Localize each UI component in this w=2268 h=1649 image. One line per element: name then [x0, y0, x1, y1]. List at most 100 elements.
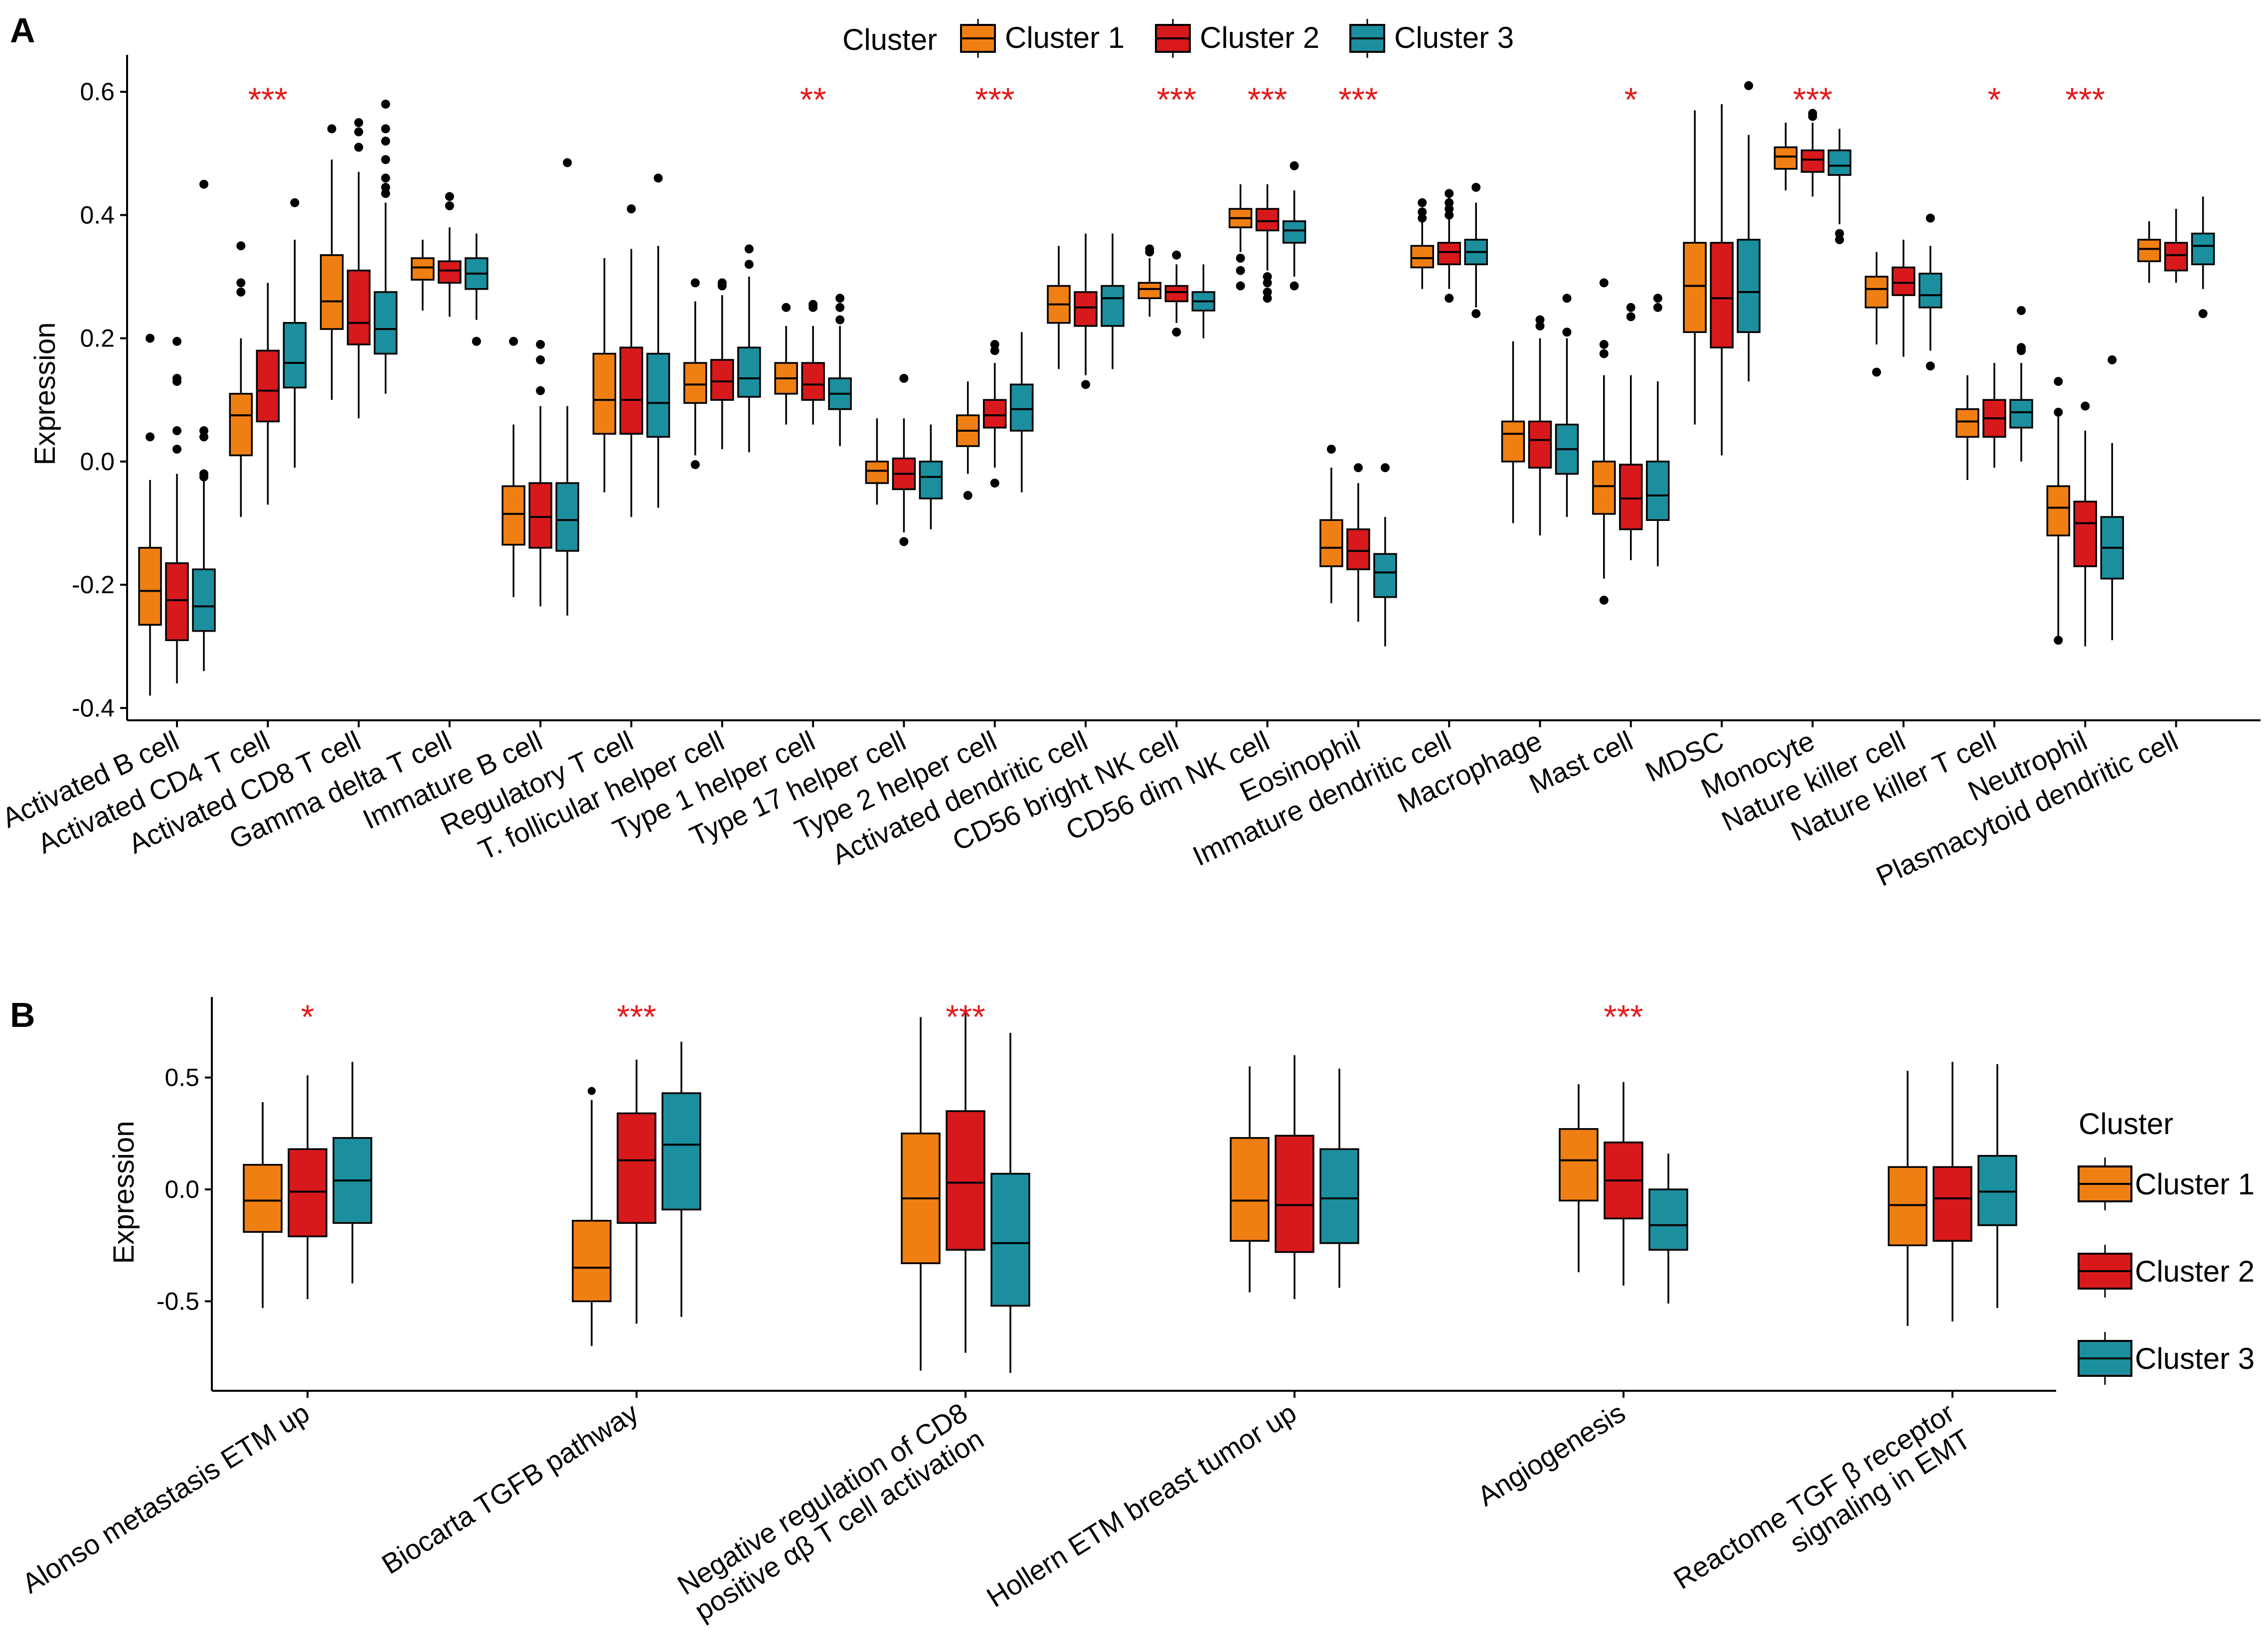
panel-b-y-axis-title: Expression [108, 1121, 140, 1264]
panel-a-y-axis-title: Expression [29, 323, 61, 466]
y-tick-label: -0.4 [72, 694, 115, 722]
box-cluster-2 [1275, 1055, 1314, 1299]
box-cluster-1 [1501, 341, 1525, 523]
significance-label: * [301, 998, 314, 1036]
legend-b-title: Cluster [2079, 1107, 2173, 1141]
box-cluster-3 [1464, 182, 1488, 319]
significance-label: *** [975, 81, 1014, 119]
legend-b-item-1: Cluster 1 [2078, 1157, 2255, 1210]
box-cluster-2 [1800, 109, 1825, 197]
outlier-point [690, 278, 700, 288]
outlier-point [472, 336, 481, 346]
box-cluster-1 [1592, 278, 1616, 605]
box-cluster-3 [1646, 294, 1670, 566]
box-iqr [555, 482, 579, 552]
box-iqr [411, 257, 435, 281]
box-iqr [1230, 1137, 1270, 1242]
legend-a-label-3: Cluster 3 [1394, 21, 1514, 54]
outlier-point [381, 182, 390, 192]
box-cluster-1 [1319, 445, 1343, 604]
outlier-point [1445, 294, 1454, 303]
box-iqr [1683, 242, 1707, 333]
box-cluster-1 [1888, 1071, 1928, 1326]
legend-a: Cluster Cluster 1 Cluster 2 Cluster 3 [842, 19, 1514, 58]
outlier-point [1599, 339, 1609, 349]
y-tick-label: 0.2 [80, 325, 115, 352]
outlier-point [1562, 294, 1572, 303]
significance-label: *** [1604, 998, 1643, 1036]
box-iqr [865, 461, 889, 484]
box-iqr [2164, 242, 2188, 272]
outlier-point [653, 173, 663, 183]
box-cluster-2 [619, 204, 644, 517]
outlier-point [445, 192, 454, 201]
box-iqr [1373, 553, 1397, 598]
box-iqr [1977, 1154, 2017, 1226]
outlier-point [146, 333, 155, 343]
outlier-point [1872, 367, 1881, 377]
significance-label: * [1988, 81, 2001, 119]
outlier-point [963, 491, 972, 500]
box-cluster-3 [1977, 1064, 2017, 1308]
box-iqr [2046, 485, 2071, 536]
box-iqr [192, 568, 216, 632]
panel-label-b: B [10, 995, 35, 1034]
box-cluster-2 [801, 300, 825, 425]
box-cluster-3 [1737, 81, 1761, 382]
legend-b-label-3: Cluster 3 [2135, 1342, 2255, 1375]
outlier-point [899, 373, 909, 383]
box-cluster-1 [865, 418, 889, 505]
box-iqr [619, 346, 644, 435]
box-cluster-3 [1827, 129, 1852, 244]
outlier-point [536, 339, 545, 349]
significance-label: *** [946, 998, 985, 1036]
outlier-point [1926, 213, 1935, 223]
box-iqr [737, 346, 761, 398]
y-tick-label: -0.5 [157, 1287, 199, 1315]
box-iqr [1137, 282, 1162, 300]
box-iqr [1410, 245, 1434, 269]
outlier-point [1445, 189, 1454, 198]
outlier-point [1326, 445, 1336, 454]
box-iqr [243, 1163, 283, 1233]
outlier-point [1236, 281, 1245, 291]
box-cluster-1 [956, 381, 980, 500]
box-cluster-1 [683, 278, 707, 470]
legend-a-item-3: Cluster 3 [1349, 19, 1514, 58]
y-tick-label: -0.2 [72, 571, 115, 599]
box-iqr [2009, 399, 2033, 429]
box-cluster-3 [1282, 161, 1306, 291]
outlier-point [990, 339, 999, 349]
box-iqr [1619, 464, 1643, 530]
box-iqr [1074, 291, 1098, 327]
box-iqr [592, 352, 617, 435]
box-cluster-3 [990, 1032, 1030, 1373]
box-iqr [683, 362, 707, 404]
box-cluster-2 [1891, 239, 1916, 357]
outlier-point [1535, 321, 1545, 330]
box-cluster-1 [592, 258, 617, 493]
legend-a-label-2: Cluster 2 [1200, 21, 1319, 54]
legend-b-label-1: Cluster 1 [2135, 1167, 2255, 1201]
box-iqr [1648, 1188, 1688, 1251]
box-iqr [1275, 1135, 1314, 1253]
box-iqr [1101, 285, 1125, 327]
y-tick-label: 0.5 [164, 1064, 199, 1092]
box-iqr [1319, 519, 1343, 567]
box-iqr [1891, 266, 1916, 296]
box-cluster-2 [710, 278, 734, 450]
legend-b: Cluster Cluster 1 Cluster 2 Cluster 3 [2078, 1107, 2255, 1385]
box-cluster-2 [1528, 315, 1552, 536]
box-cluster-3 [1648, 1154, 1688, 1304]
box-cluster-3 [646, 173, 670, 508]
outlier-point [1263, 278, 1272, 288]
legend-a-title: Cluster [842, 23, 937, 56]
box-iqr [1888, 1166, 1928, 1246]
legend-a-item-2: Cluster 2 [1155, 19, 1319, 58]
box-cluster-3 [1191, 264, 1216, 338]
box-iqr [1646, 461, 1670, 521]
outlier-point [1081, 380, 1090, 389]
outlier-point [835, 315, 845, 325]
y-tick-label: 0.0 [164, 1175, 199, 1203]
box-iqr [1164, 285, 1189, 303]
